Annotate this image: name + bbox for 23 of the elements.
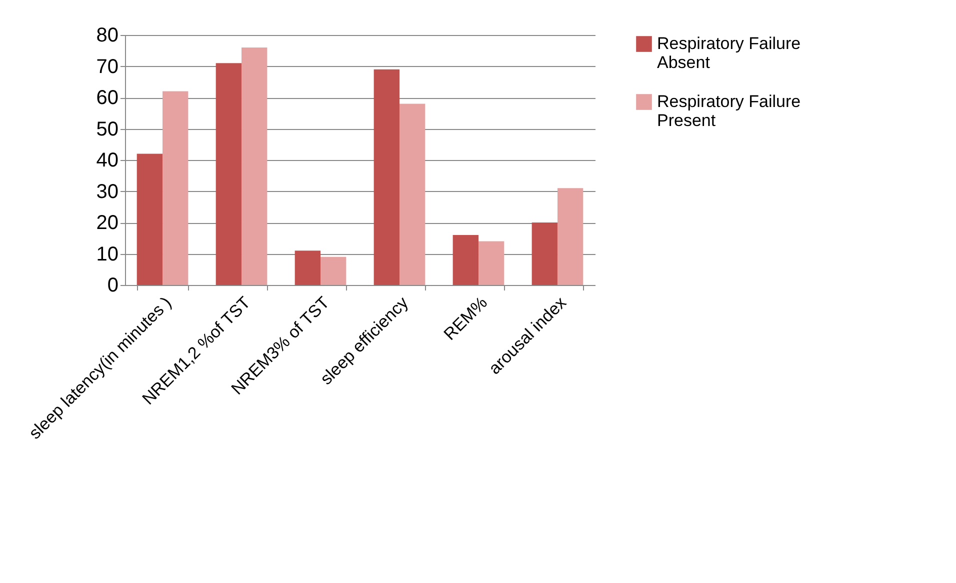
bar (478, 241, 504, 285)
y-tick-label: 70 (96, 56, 118, 78)
bar (532, 222, 558, 285)
bar (557, 188, 584, 285)
legend-label: Respiratory Failure Absent (657, 34, 801, 72)
bar (374, 69, 400, 285)
bar (216, 63, 242, 285)
bar (162, 91, 188, 285)
y-tick-label: 60 (96, 87, 118, 109)
bar (320, 256, 346, 285)
bar (242, 48, 268, 285)
y-tick-label: 40 (96, 150, 118, 172)
bar (399, 104, 426, 285)
bar (452, 235, 478, 285)
bar (136, 154, 163, 285)
y-tick-label: 30 (96, 180, 118, 203)
legend-label: Respiratory Failure Present (657, 92, 801, 130)
y-tick-label: 50 (96, 118, 118, 140)
y-tick-label: 80 (96, 24, 118, 46)
bar (294, 250, 321, 285)
y-tick-label: 10 (96, 243, 118, 266)
y-tick-label: 20 (96, 212, 118, 234)
y-tick-label: 0 (107, 274, 118, 296)
